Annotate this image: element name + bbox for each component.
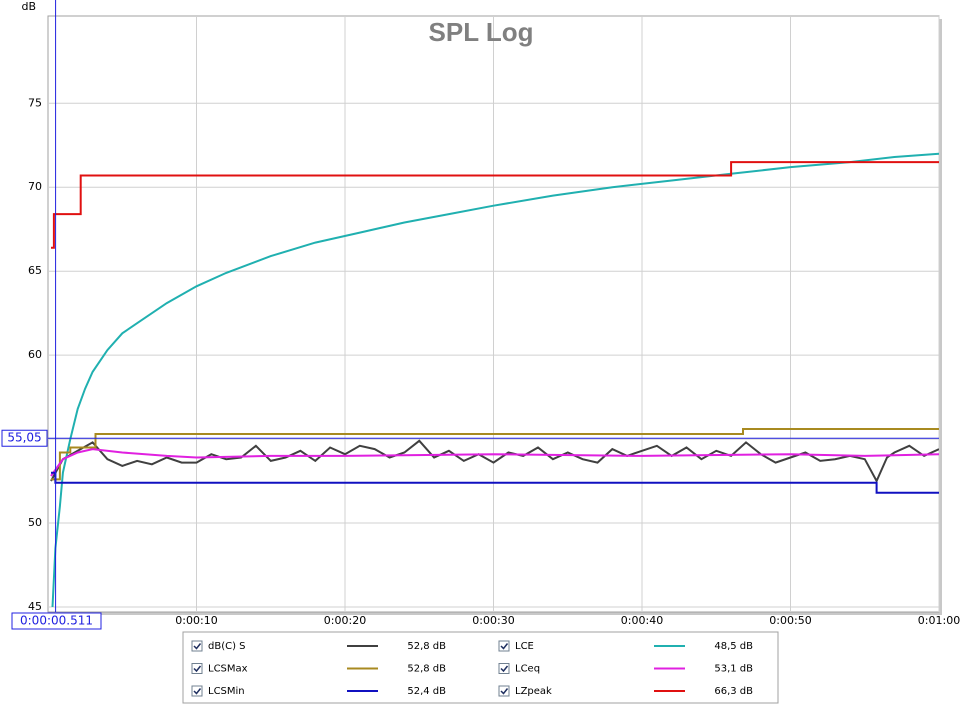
- cursor-y-label: 55,05: [7, 431, 41, 445]
- checkmark: [193, 688, 202, 695]
- legend-checkbox[interactable]: [191, 640, 203, 652]
- series-line: [51, 161, 939, 249]
- x-tick-label: 0:01:00: [918, 614, 960, 627]
- y-tick-label: 45: [28, 600, 42, 613]
- cursor-y-box: [1, 429, 48, 447]
- series-line: [50, 448, 939, 477]
- legend-reading: 52,8 dB: [407, 664, 446, 675]
- series-line: [50, 439, 939, 484]
- legend-checkbox[interactable]: [191, 663, 203, 674]
- legend-label: dB(C) S: [208, 641, 246, 652]
- cursor-x-box: [11, 612, 102, 630]
- y-tick-label: 70: [28, 180, 42, 193]
- chart-title: SPL Log: [429, 17, 534, 47]
- legend-label: LCSMax: [208, 664, 248, 675]
- checkmark: [193, 643, 202, 650]
- legend-label: LCeq: [515, 664, 540, 675]
- y-axis-label: dB: [21, 0, 36, 13]
- legend-reading: 53,1 dB: [714, 664, 753, 675]
- legend-reading: 52,4 dB: [407, 686, 446, 697]
- legend-reading: 48,5 dB: [714, 641, 753, 652]
- legend-checkbox[interactable]: [191, 685, 203, 697]
- series-line: [51, 428, 939, 481]
- legend-reading: 52,8 dB: [407, 641, 446, 652]
- x-tick-label: 0:00:30: [472, 614, 514, 627]
- legend-reading: 66,3 dB: [714, 686, 753, 697]
- cursor-x-label: 0:00:00.511: [20, 614, 93, 628]
- y-tick-label: 65: [28, 264, 42, 277]
- x-tick-label: 0:00:50: [769, 614, 811, 627]
- checkmark: [500, 665, 509, 673]
- legend-box: [182, 631, 779, 704]
- checkmark: [500, 688, 509, 695]
- series-line: [51, 471, 939, 494]
- x-tick-label: 0:00:10: [175, 614, 217, 627]
- x-tick-label: 0:00:20: [324, 614, 366, 627]
- legend-checkbox[interactable]: [498, 663, 510, 674]
- legend-label: LCE: [515, 641, 534, 652]
- legend-label: LCSMin: [208, 686, 245, 697]
- checkmark: [500, 643, 509, 650]
- series-line: [51, 152, 939, 608]
- x-tick-label: 0:00:40: [621, 614, 663, 627]
- checkmark: [193, 665, 202, 673]
- y-tick-label: 50: [28, 516, 42, 529]
- legend-label: LZpeak: [515, 686, 552, 697]
- legend-checkbox[interactable]: [498, 685, 510, 697]
- y-tick-label: 60: [28, 348, 42, 361]
- y-tick-label: 75: [28, 96, 42, 109]
- legend-checkbox[interactable]: [498, 640, 510, 652]
